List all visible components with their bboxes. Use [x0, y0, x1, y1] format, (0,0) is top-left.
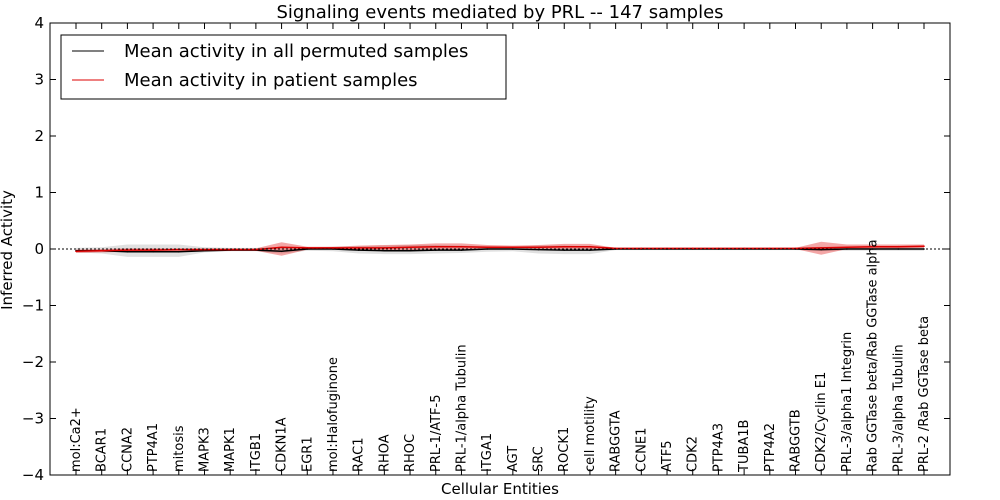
y-tick-label: 0: [34, 240, 44, 258]
y-tick-label: −1: [22, 297, 44, 315]
x-category-label: MAPK1: [223, 427, 238, 472]
x-category-label: cell motility: [583, 396, 598, 472]
x-category-label: PRL-3/alpha1 Integrin: [840, 332, 855, 472]
point-series-1-12: [383, 247, 386, 249]
point-series-1-3: [152, 249, 154, 251]
point-series-0-12: [383, 249, 386, 252]
x-category-label: mol:Halofuginone: [326, 357, 341, 472]
y-tick-label: 3: [34, 71, 44, 89]
y-tick-label: −3: [22, 410, 44, 428]
legend-label-permuted: Mean activity in all permuted samples: [124, 41, 468, 62]
x-category-label: SRC: [532, 446, 547, 472]
x-category-label: ATF5: [660, 440, 675, 472]
x-category-label: PRL-1/alpha Tubulin: [455, 344, 470, 472]
x-category-label: CDK2/Cyclin E1: [814, 372, 829, 472]
x-axis-title: Cellular Entities: [441, 480, 559, 498]
x-category-label: ROCK1: [557, 427, 572, 472]
point-series-0-11: [357, 249, 360, 251]
x-category-label: RAC1: [352, 437, 367, 472]
x-category-label: Rab GGTase beta/Rab GGTase alpha: [866, 239, 881, 472]
x-category-label: PTP4A1: [146, 423, 161, 472]
y-tick-label: 4: [34, 14, 44, 32]
x-category-label: CDK2: [686, 436, 701, 472]
chart-title: Signaling events mediated by PRL -- 147 …: [276, 2, 723, 23]
point-series-1-22: [640, 247, 643, 250]
x-category-label: CDKN1A: [275, 417, 290, 472]
point-series-0-19: [563, 249, 565, 251]
legend-box: [60, 34, 507, 100]
y-tick-label: 2: [34, 127, 44, 145]
x-category-label: EGR1: [300, 436, 315, 472]
x-category-label: TUBA1B: [737, 420, 752, 473]
line-series-1: [75, 245, 925, 253]
point-series-1-9: [306, 247, 309, 249]
point-series-0-20: [589, 249, 591, 251]
point-series-0-2: [126, 251, 129, 253]
point-series-1-1: [100, 249, 103, 252]
legend-label-patient: Mean activity in patient samples: [124, 70, 418, 91]
x-category-label: RHOA: [377, 434, 392, 472]
y-tick-label: −4: [22, 466, 44, 484]
point-series-1-15: [460, 245, 463, 248]
y-axis: −4 −3 −2 −1 0 1 2 3 4: [22, 14, 950, 484]
point-series-0-15: [460, 249, 463, 251]
point-series-1-10: [332, 247, 334, 249]
point-series-1-17: [512, 246, 514, 249]
point-series-1-8: [280, 246, 283, 249]
y-tick-label: −2: [22, 353, 44, 371]
point-series-1-0: [75, 250, 77, 253]
point-series-1-29: [820, 247, 822, 249]
point-series-0-4: [178, 251, 180, 253]
point-series-0-14: [435, 249, 437, 251]
point-series-1-20: [589, 245, 591, 248]
x-category-label: PTP4A2: [763, 423, 778, 472]
point-series-1-11: [357, 247, 360, 249]
x-category-label: RHOC: [403, 434, 418, 472]
x-category-label: PRL-3/alpha Tubulin: [891, 344, 906, 472]
x-category-label: BCAR1: [95, 428, 110, 472]
point-series-1-13: [409, 246, 411, 249]
x-category-label: mitosis: [172, 425, 187, 472]
point-series-0-8: [280, 250, 283, 253]
x-category-label: RABGGTB: [789, 409, 804, 472]
y-axis-title: Inferred Activity: [0, 190, 16, 310]
point-series-1-19: [563, 245, 565, 248]
x-category-label: PRL-1/ATF-5: [429, 395, 444, 473]
x-axis: mol:Ca2+ BCAR1 CCNA2 PTP4A1 mitosis MAPK3 MAPK…: [69, 23, 932, 475]
x-category-label: CCNA2: [120, 427, 135, 472]
point-series-1-32: [897, 245, 900, 248]
x-category-label: CCNE1: [634, 428, 649, 472]
point-series-0-31: [871, 248, 874, 250]
point-series-0-29: [820, 248, 822, 251]
point-series-1-14: [435, 245, 437, 248]
x-category-label: RABGGTA: [609, 410, 624, 472]
x-category-label: PTP4A3: [711, 423, 726, 472]
x-category-label: ITGA1: [480, 433, 495, 472]
point-series-1-31: [871, 245, 874, 248]
y-tick-label: 1: [34, 184, 44, 202]
legend: Mean activity in all permuted samples Me…: [60, 34, 507, 100]
x-category-label: MAPK3: [198, 427, 213, 472]
point-series-1-33: [923, 245, 925, 247]
point-series-1-16: [486, 246, 489, 249]
x-category-label: mol:Ca2+: [69, 407, 84, 472]
point-series-1-18: [537, 246, 540, 249]
point-series-0-13: [409, 249, 411, 252]
x-category-label: PRL-2 /Rab GGTase beta: [917, 316, 932, 472]
point-series-1-5: [203, 248, 206, 251]
point-series-0-17: [512, 248, 514, 250]
point-series-1-2: [126, 249, 129, 251]
x-category-label: AGT: [506, 446, 521, 472]
x-category-label: ITGB1: [249, 433, 264, 472]
point-series-1-30: [846, 246, 848, 249]
point-series-1-24: [691, 247, 694, 250]
point-series-0-3: [152, 251, 154, 253]
